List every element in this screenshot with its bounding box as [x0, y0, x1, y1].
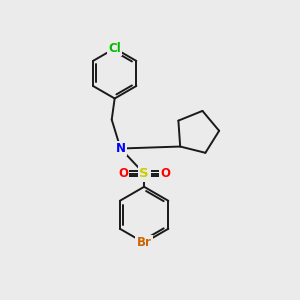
Text: O: O	[118, 167, 128, 180]
Text: S: S	[139, 167, 149, 180]
Text: Br: Br	[137, 236, 152, 249]
Text: O: O	[160, 167, 170, 180]
Text: Cl: Cl	[108, 42, 121, 55]
Text: N: N	[116, 142, 126, 155]
